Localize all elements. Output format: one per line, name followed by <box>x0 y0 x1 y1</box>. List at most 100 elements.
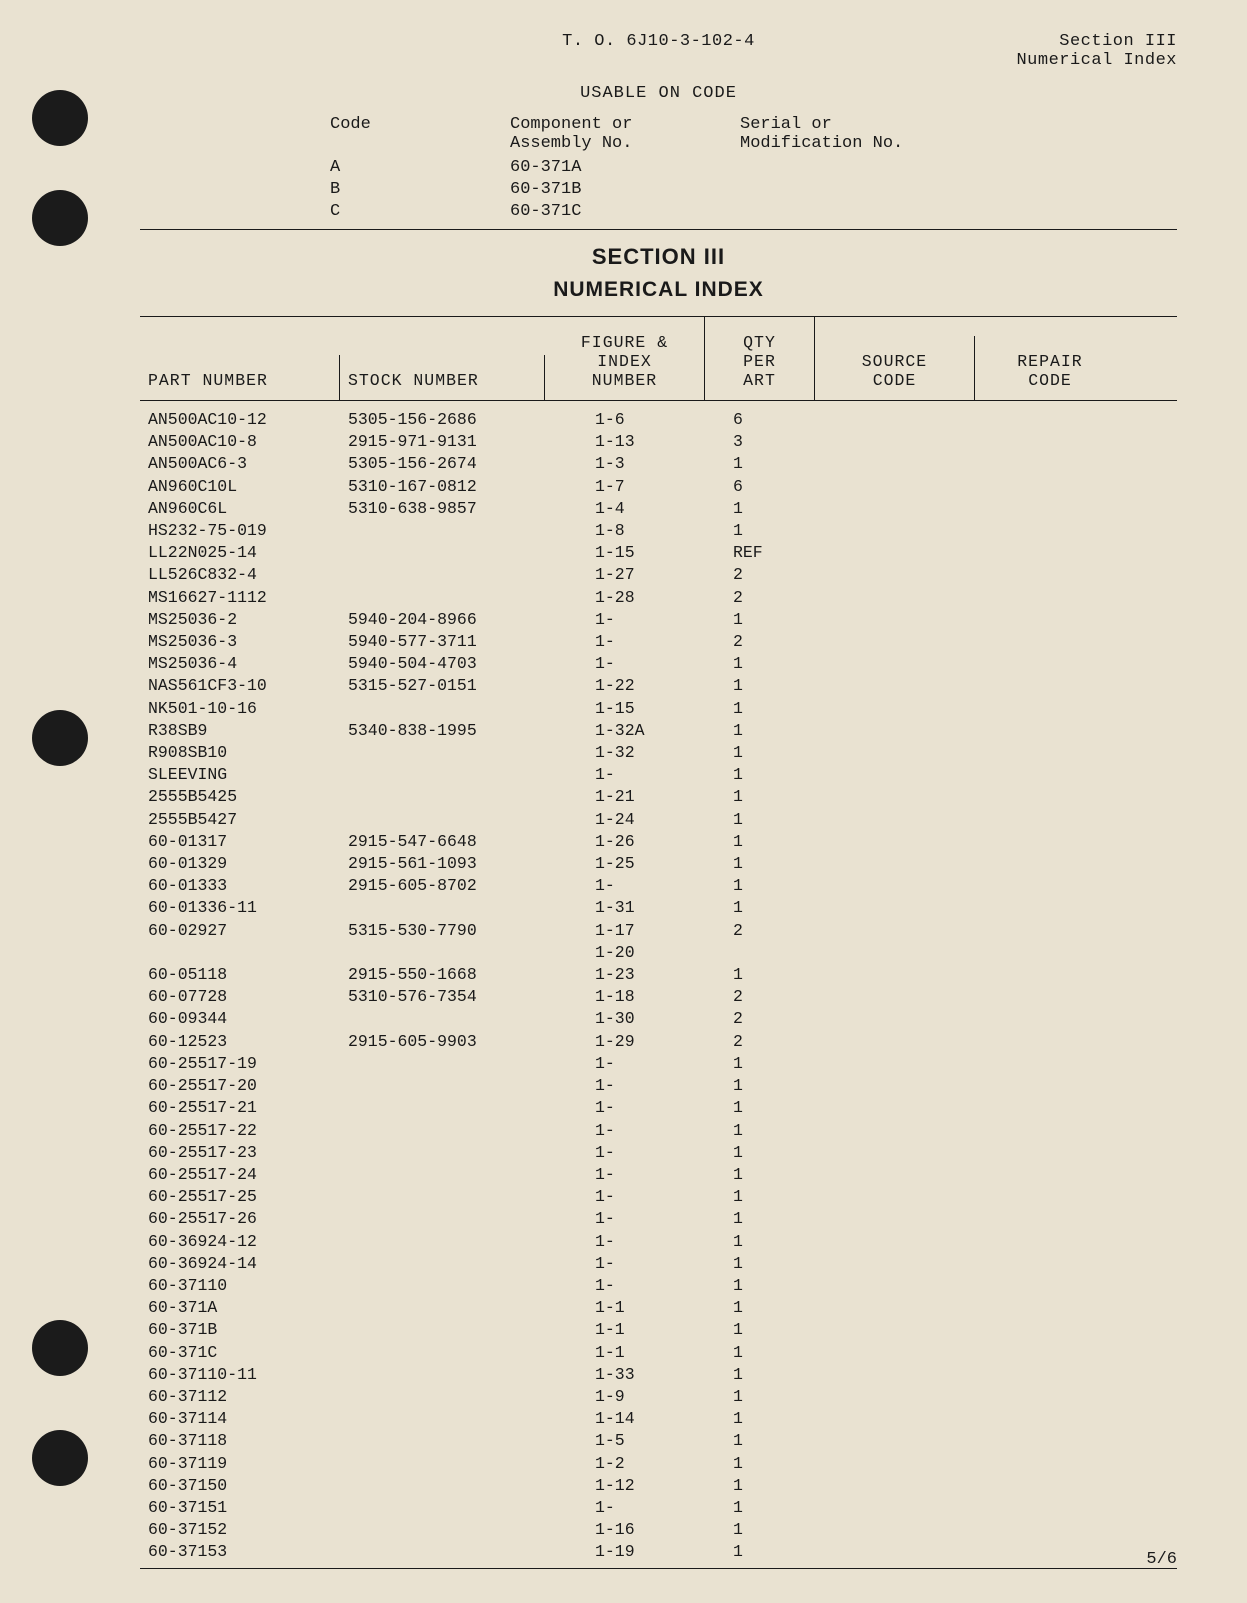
table-row: 60-125232915-605-99031-292 <box>140 1031 1177 1053</box>
cell-fig: 1-18 <box>545 986 705 1008</box>
cell-stock <box>340 764 545 786</box>
cell-fig: 1-27 <box>545 564 705 586</box>
col-header-qty: QTY PER ART <box>705 317 815 400</box>
cell-src <box>815 1541 975 1563</box>
cell-src <box>815 1430 975 1452</box>
cell-src <box>815 1097 975 1119</box>
table-row: 60-25517-251-1 <box>140 1186 1177 1208</box>
cell-stock <box>340 1475 545 1497</box>
cell-rep <box>975 1319 1125 1341</box>
cell-src <box>815 498 975 520</box>
cell-fig: 1- <box>545 653 705 675</box>
cell-rep <box>975 986 1125 1008</box>
uoc-cell-code: C <box>140 201 510 223</box>
cell-src <box>815 431 975 453</box>
cell-fig: 1- <box>545 1120 705 1142</box>
cell-stock: 2915-561-1093 <box>340 853 545 875</box>
table-row: AN960C6L5310-638-98571-41 <box>140 498 1177 520</box>
page-header: T. O. 6J10-3-102-4 Section III Numerical… <box>140 32 1177 70</box>
punch-hole-icon <box>32 1320 88 1376</box>
cell-qty: 1 <box>705 1142 815 1164</box>
cell-qty: 1 <box>705 1519 815 1541</box>
cell-src <box>815 1008 975 1030</box>
table-row: 60-077285310-576-73541-182 <box>140 986 1177 1008</box>
cell-rep <box>975 1297 1125 1319</box>
cell-stock <box>340 897 545 919</box>
cell-rep <box>975 853 1125 875</box>
table-row: 60-013292915-561-10931-251 <box>140 853 1177 875</box>
cell-fig: 1-12 <box>545 1475 705 1497</box>
cell-part: SLEEVING <box>140 764 340 786</box>
cell-src <box>815 1031 975 1053</box>
horizontal-rule <box>140 229 1177 230</box>
cell-rep <box>975 1430 1125 1452</box>
cell-rep <box>975 742 1125 764</box>
table-header-row: PART NUMBER STOCK NUMBER FIGURE & INDEX … <box>140 317 1177 401</box>
table-row: 60-371C1-11 <box>140 1342 1177 1364</box>
cell-fig: 1-1 <box>545 1319 705 1341</box>
cell-rep <box>975 1275 1125 1297</box>
cell-fig: 1-25 <box>545 853 705 875</box>
cell-src <box>815 786 975 808</box>
table-row: NAS561CF3-105315-527-01511-221 <box>140 675 1177 697</box>
table-row: 60-371181-51 <box>140 1430 1177 1452</box>
uoc-row: B60-371B <box>140 179 1177 201</box>
cell-rep <box>975 542 1125 564</box>
cell-rep <box>975 453 1125 475</box>
cell-src <box>815 542 975 564</box>
cell-part: AN500AC10-8 <box>140 431 340 453</box>
table-row: MS25036-35940-577-37111-2 <box>140 631 1177 653</box>
table-row: 60-371A1-11 <box>140 1297 1177 1319</box>
cell-src <box>815 609 975 631</box>
cell-qty: 1 <box>705 1120 815 1142</box>
cell-stock <box>340 1386 545 1408</box>
usable-on-code-title: USABLE ON CODE <box>140 84 1177 103</box>
cell-src <box>815 1386 975 1408</box>
cell-fig: 1-7 <box>545 476 705 498</box>
cell-stock <box>340 1142 545 1164</box>
cell-src <box>815 1364 975 1386</box>
cell-fig: 1- <box>545 1253 705 1275</box>
cell-qty: 2 <box>705 1031 815 1053</box>
col-header-src: SOURCE CODE <box>815 336 975 400</box>
cell-part: 60-07728 <box>140 986 340 1008</box>
cell-rep <box>975 1519 1125 1541</box>
cell-fig: 1-29 <box>545 1031 705 1053</box>
cell-src <box>815 1319 975 1341</box>
cell-part: 60-37110-11 <box>140 1364 340 1386</box>
cell-part: 60-37118 <box>140 1430 340 1452</box>
cell-src <box>815 1275 975 1297</box>
cell-rep <box>975 1208 1125 1230</box>
cell-part: LL22N025-14 <box>140 542 340 564</box>
cell-fig: 1-3 <box>545 453 705 475</box>
cell-qty: 6 <box>705 409 815 431</box>
cell-fig: 1-23 <box>545 964 705 986</box>
cell-stock <box>340 1275 545 1297</box>
cell-stock: 5310-576-7354 <box>340 986 545 1008</box>
table-row: 60-25517-261-1 <box>140 1208 1177 1230</box>
cell-part: 60-01336-11 <box>140 897 340 919</box>
cell-qty: 1 <box>705 1186 815 1208</box>
cell-stock: 5340-838-1995 <box>340 720 545 742</box>
cell-qty: 1 <box>705 853 815 875</box>
table-row: MS25036-45940-504-47031-1 <box>140 653 1177 675</box>
usable-on-code-table: Code Component or Assembly No. Serial or… <box>140 115 1177 223</box>
cell-part: 60-09344 <box>140 1008 340 1030</box>
cell-rep <box>975 1186 1125 1208</box>
cell-rep <box>975 831 1125 853</box>
table-row: 60-013172915-547-66481-261 <box>140 831 1177 853</box>
table-row: 60-093441-302 <box>140 1008 1177 1030</box>
uoc-cell-serial <box>740 179 1000 201</box>
cell-rep <box>975 675 1125 697</box>
uoc-cell-code: B <box>140 179 510 201</box>
cell-rep <box>975 609 1125 631</box>
cell-stock: 2915-550-1668 <box>340 964 545 986</box>
cell-qty: 1 <box>705 831 815 853</box>
uoc-header-serial: Serial or Modification No. <box>740 115 1000 153</box>
cell-stock: 2915-605-9903 <box>340 1031 545 1053</box>
cell-src <box>815 964 975 986</box>
cell-stock <box>340 1208 545 1230</box>
table-row: 60-371521-161 <box>140 1519 1177 1541</box>
cell-fig: 1-26 <box>545 831 705 853</box>
cell-part: 60-36924-14 <box>140 1253 340 1275</box>
